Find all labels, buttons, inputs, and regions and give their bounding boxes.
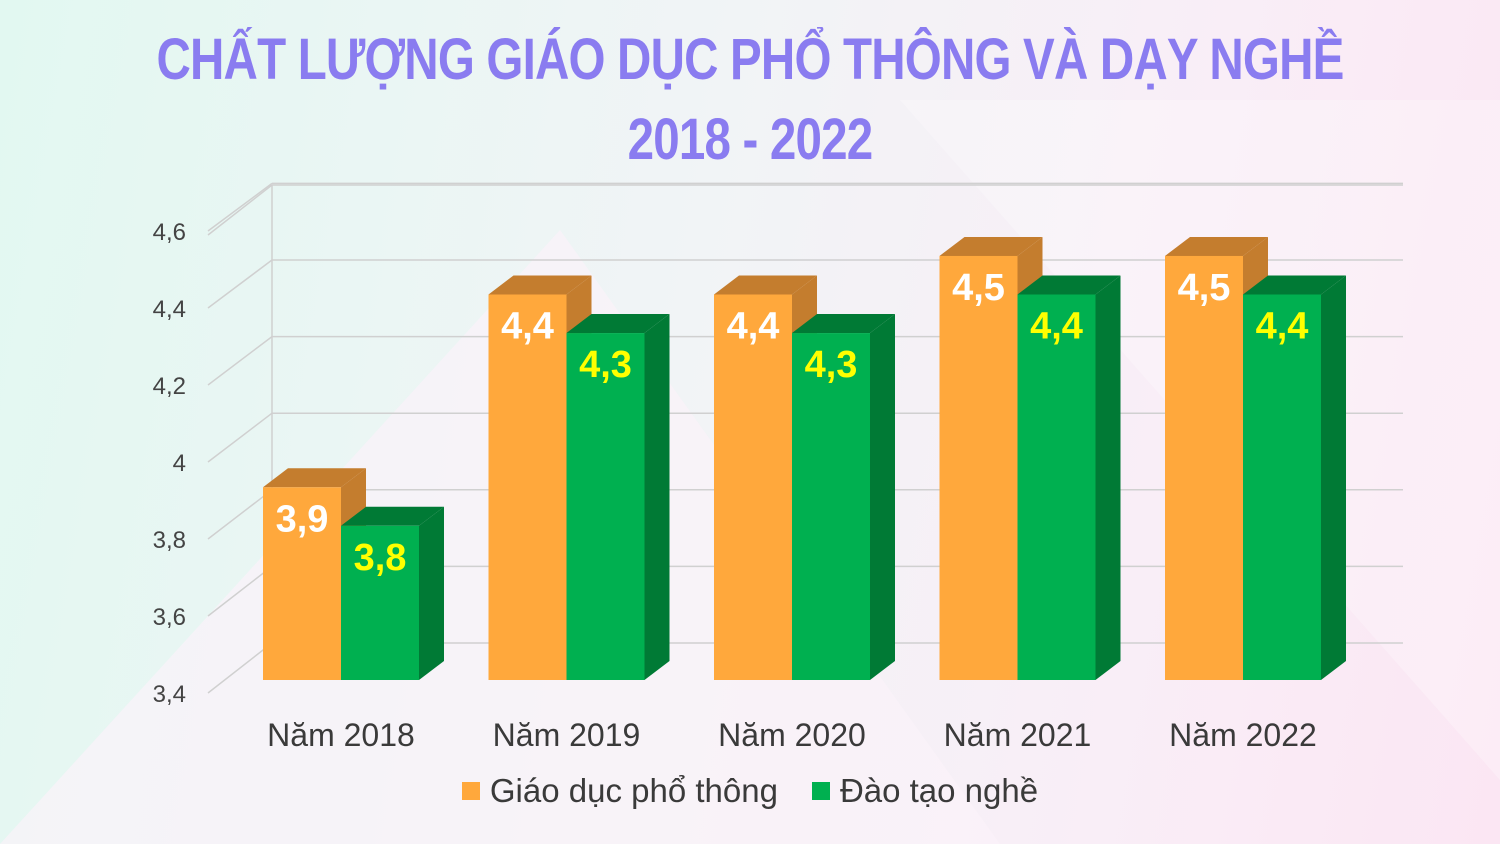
chart-title: CHẤT LƯỢNG GIÁO DỤC PHỔ THÔNG VÀ DẠY NGH… [156, 27, 1344, 92]
gridline-side [207, 642, 273, 694]
bar-value-label: 4,3 [579, 344, 632, 386]
bar-side-face [1321, 275, 1346, 680]
bar-side-face [644, 314, 670, 680]
bar [341, 525, 419, 680]
gridline-side [207, 182, 273, 232]
bar-value-label: 4,5 [952, 267, 1005, 309]
y-tick-label: 4,4 [153, 296, 186, 323]
bar-top-face [1165, 236, 1268, 256]
bar-value-label: 4,3 [805, 344, 858, 386]
bar [1243, 294, 1321, 680]
bar [714, 294, 792, 680]
gridline-side [207, 489, 273, 540]
gridline-side [207, 184, 273, 236]
bar-top-face [792, 314, 895, 334]
bar-top-face [566, 314, 670, 334]
bar-value-label: 3,8 [354, 537, 407, 579]
bar-value-label: 4,4 [1030, 306, 1083, 348]
bar-value-label: 3,9 [276, 498, 329, 540]
gridline-side [207, 412, 273, 463]
y-tick-label: 4 [173, 450, 186, 477]
chart-subtitle: 2018 - 2022 [627, 107, 874, 172]
legend-item-general-education: Giáo dục phổ thông [461, 772, 778, 810]
bar-top-face [1017, 275, 1121, 295]
chart-legend: Giáo dục phổ thông Đào tạo nghề [0, 772, 1500, 810]
bar-value-label: 4,4 [501, 306, 554, 348]
bar-side-face [419, 506, 444, 680]
bar [1165, 255, 1243, 680]
legend-item-vocational-training: Đào tạo nghề [811, 772, 1039, 810]
y-tick-label: 3,6 [153, 604, 186, 631]
bar-side-face [870, 314, 895, 680]
legend-swatch-green [811, 782, 830, 800]
bar-top-face [1243, 275, 1346, 295]
gridline-side [207, 336, 273, 386]
x-tick-label: Năm 2018 [267, 717, 415, 753]
bar [263, 487, 341, 680]
bar [939, 255, 1018, 680]
x-tick-label: Năm 2021 [944, 717, 1092, 753]
y-tick-label: 4,2 [153, 373, 186, 400]
x-tick-label: Năm 2022 [1169, 717, 1317, 753]
y-tick-label: 3,8 [153, 527, 186, 554]
bar-top-face [714, 275, 817, 295]
x-tick-label: Năm 2019 [493, 717, 641, 753]
bar [566, 333, 645, 680]
bar-top-face [488, 275, 592, 295]
legend-swatch-orange [461, 782, 480, 800]
gridline-side [207, 565, 273, 617]
bar-top-face [341, 506, 444, 526]
bar-value-label: 4,4 [1256, 306, 1309, 348]
bar-value-label: 4,5 [1178, 267, 1231, 309]
legend-label: Đào tạo nghề [839, 772, 1039, 809]
legend-label: Giáo dục phổ thông [489, 772, 778, 809]
bar-top-face [263, 468, 366, 488]
bar-value-label: 4,4 [727, 306, 780, 348]
bar [1017, 294, 1096, 680]
bar [792, 333, 870, 680]
bar-side-face [1095, 275, 1121, 680]
bar [488, 294, 567, 680]
gridline-side [207, 259, 273, 309]
bar-top-face [939, 236, 1043, 256]
y-tick-label: 3,4 [153, 681, 186, 708]
y-tick-label: 4,6 [153, 219, 186, 246]
x-tick-label: Năm 2020 [718, 717, 866, 753]
